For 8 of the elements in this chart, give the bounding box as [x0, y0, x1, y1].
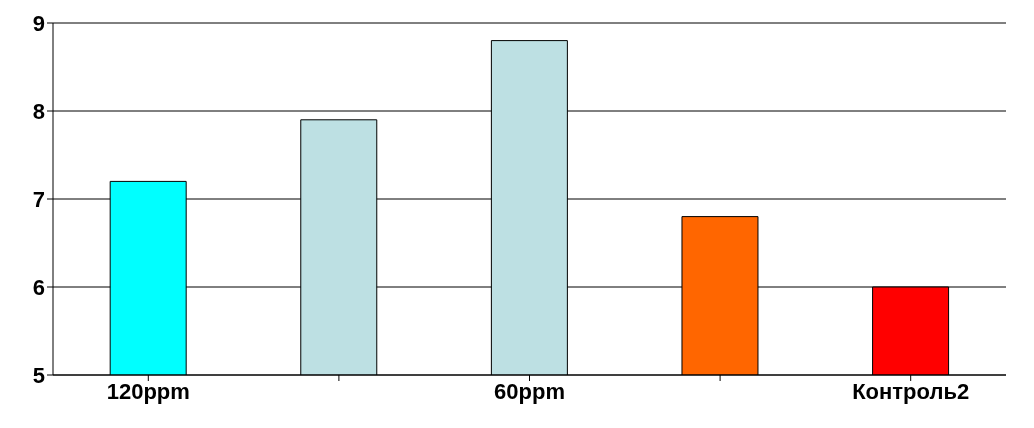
- x-tick-label: 120ppm: [106, 378, 190, 404]
- y-tick-label: 5: [32, 362, 45, 388]
- x-tick-label: 60ppm: [494, 378, 565, 404]
- y-tick-label: 6: [32, 274, 45, 300]
- y-tick-label: 7: [32, 186, 45, 212]
- x-tick-label: Контроль2: [852, 378, 970, 404]
- y-tick-label: 8: [32, 98, 45, 124]
- y-tick-label: 9: [32, 10, 45, 36]
